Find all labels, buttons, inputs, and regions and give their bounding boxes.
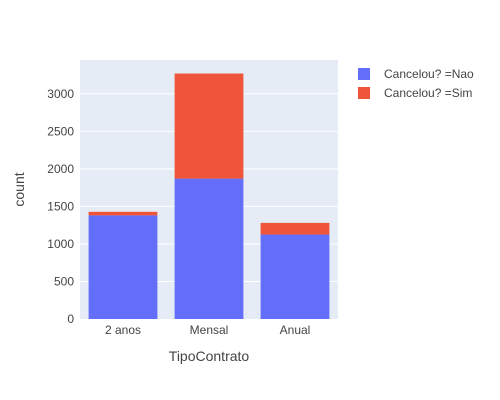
bars [88,73,330,319]
legend: Cancelou? =Nao Cancelou? =Sim [358,67,474,100]
legend-swatch [358,68,370,80]
legend-label: Cancelou? =Nao [384,67,474,81]
x-tick-label: 2 anos [105,323,141,337]
bar-nao [174,178,244,319]
y-tick-label: 0 [67,312,74,326]
y-axis-ticks: 0 500 1000 1500 2000 2500 3000 [47,87,74,326]
x-axis-title: TipoContrato [169,348,250,364]
y-tick-label: 1500 [47,199,74,213]
bar-sim [174,73,244,179]
legend-swatch [358,87,370,99]
legend-label: Cancelou? =Sim [384,86,472,100]
y-tick-label: 2500 [47,124,74,138]
y-tick-label: 1000 [47,237,74,251]
y-tick-label: 3000 [47,87,74,101]
x-tick-label: Anual [280,323,311,337]
x-tick-label: Mensal [190,323,229,337]
y-axis-title: count [11,172,27,206]
bar-sim [88,211,158,216]
y-tick-label: 2000 [47,162,74,176]
x-axis-ticks: 2 anos Mensal Anual [105,323,310,337]
bar-nao [260,234,330,319]
bar-nao [88,215,158,319]
y-tick-label: 500 [54,274,74,288]
bar-sim [260,222,330,235]
